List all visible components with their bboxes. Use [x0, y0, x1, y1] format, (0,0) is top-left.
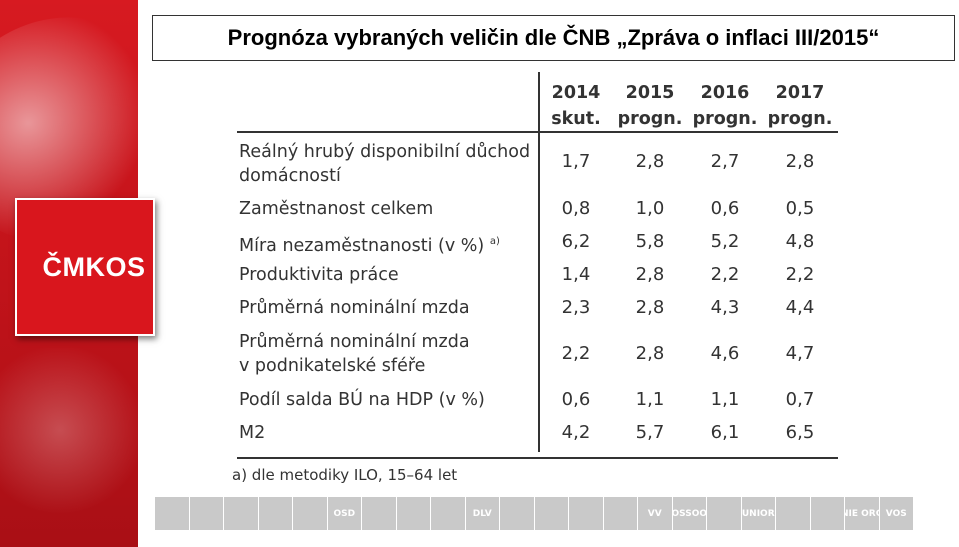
union-logo: [707, 497, 741, 530]
column-header-2015: 2015 progn.: [612, 80, 688, 132]
row-label-disposable-income: Reálný hrubý disponibilní důchod domácno…: [239, 140, 530, 188]
union-logo: [431, 497, 465, 530]
table-cell: 5,7: [635, 422, 665, 443]
column-type: progn.: [767, 109, 833, 129]
table-cell: 0,6: [710, 198, 740, 219]
row-label-line: v podnikatelské sféře: [239, 356, 426, 376]
row-label-current-account: Podíl salda BÚ na HDP (v %): [239, 390, 485, 410]
table-cell: 6,5: [785, 422, 815, 443]
table-cell: 2,8: [785, 151, 815, 172]
footnote-marker: a): [489, 236, 500, 247]
table-cell: 0,8: [561, 198, 591, 219]
union-logo: [500, 497, 534, 530]
union-logo: [155, 497, 189, 530]
table-cell: 4,8: [785, 231, 815, 252]
row-label-m2: M2: [239, 423, 266, 443]
table-divider-vertical: [538, 72, 540, 452]
table-cell: 2,8: [635, 151, 665, 172]
table-cell: 2,8: [635, 343, 665, 364]
column-header-2014: 2014 skut.: [538, 80, 614, 132]
member-union-logos: OSD DLV VV OSSOO UNIOR UNIE ORCH VOS: [155, 497, 955, 532]
row-label-nominal-wage: Průměrná nominální mzda: [239, 298, 470, 318]
table-cell: 0,7: [785, 389, 815, 410]
column-year: 2017: [775, 83, 825, 103]
table-cell: 1,1: [635, 389, 665, 410]
row-label-line: Míra nezaměstnanosti (v %): [239, 235, 485, 256]
title-box: Prognóza vybraných veličin dle ČNB „Zprá…: [152, 15, 955, 61]
union-logo: [224, 497, 258, 530]
table-divider-bottom: [237, 457, 838, 459]
union-logo: VOS: [879, 497, 913, 530]
table-cell: 6,2: [561, 231, 591, 252]
row-label-nominal-wage-business: Průměrná nominální mzda v podnikatelské …: [239, 330, 470, 378]
table-cell: 2,7: [710, 151, 740, 172]
union-logo: [396, 497, 430, 530]
union-logo: [258, 497, 292, 530]
table-cell: 2,3: [561, 297, 591, 318]
row-label-employment: Zaměstnanost celkem: [239, 199, 434, 219]
union-logo: [534, 497, 568, 530]
table-cell: 4,4: [785, 297, 815, 318]
union-logo: [776, 497, 810, 530]
slide-title: Prognóza vybraných veličin dle ČNB „Zprá…: [227, 25, 880, 50]
union-logo: [189, 497, 223, 530]
union-logo: [293, 497, 327, 530]
union-logo: [569, 497, 603, 530]
cmkos-logo: ČMKOS: [15, 198, 155, 336]
row-label-line: domácností: [239, 166, 341, 186]
union-logo: OSD: [327, 497, 361, 530]
table-footnote: a) dle metodiky ILO, 15–64 let: [232, 466, 458, 484]
row-label-unemployment: Míra nezaměstnanosti (v %) a): [239, 230, 500, 258]
union-logo: UNIE ORCH: [845, 497, 879, 530]
union-logo: [362, 497, 396, 530]
table-cell: 5,2: [710, 231, 740, 252]
decorative-swoosh: [0, 330, 138, 530]
table-cell: 0,6: [561, 389, 591, 410]
table-cell: 1,4: [561, 264, 591, 285]
column-type: progn.: [692, 109, 758, 129]
table-cell: 2,2: [710, 264, 740, 285]
row-label-line: Průměrná nominální mzda: [239, 332, 470, 352]
table-cell: 4,6: [710, 343, 740, 364]
table-cell: 6,1: [710, 422, 740, 443]
table-cell: 2,8: [635, 297, 665, 318]
table-cell: 4,2: [561, 422, 591, 443]
union-logo: OSSOO: [672, 497, 706, 530]
row-label-line: Reálný hrubý disponibilní důchod: [239, 142, 531, 162]
table-cell: 4,7: [785, 343, 815, 364]
union-logo: [810, 497, 844, 530]
table-cell: 1,7: [561, 151, 591, 172]
column-year: 2016: [700, 83, 750, 103]
column-type: progn.: [617, 109, 683, 129]
column-year: 2014: [551, 83, 601, 103]
union-logo: VV: [638, 497, 672, 530]
table-divider-header: [237, 131, 838, 133]
union-logo: DLV: [465, 497, 499, 530]
table-cell: 5,8: [635, 231, 665, 252]
table-cell: 2,8: [635, 264, 665, 285]
union-logo: [603, 497, 637, 530]
union-logo: UNIOR: [741, 497, 775, 530]
column-header-2016: 2016 progn.: [687, 80, 763, 132]
column-type: skut.: [551, 109, 601, 129]
cmkos-logo-text: ČMKOS: [42, 251, 146, 282]
row-label-productivity: Produktivita práce: [239, 265, 399, 285]
table-cell: 0,5: [785, 198, 815, 219]
table-cell: 4,3: [710, 297, 740, 318]
table-cell: 1,1: [710, 389, 740, 410]
table-cell: 1,0: [635, 198, 665, 219]
column-header-2017: 2017 progn.: [762, 80, 838, 132]
table-cell: 2,2: [561, 343, 591, 364]
column-year: 2015: [625, 83, 675, 103]
table-cell: 2,2: [785, 264, 815, 285]
